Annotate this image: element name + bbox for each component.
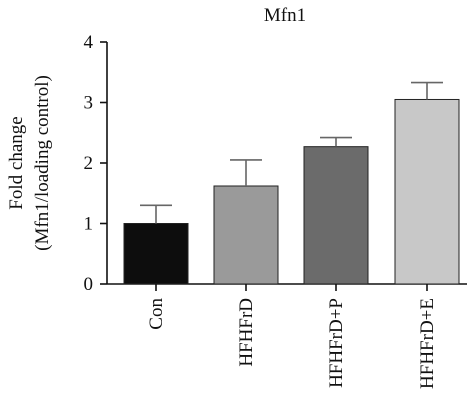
x-axis-labels: Con HFHFrD HFHFrD+P HFHFrD+E bbox=[146, 284, 438, 389]
y-axis-title: Fold change (Mfn1/loading control) bbox=[6, 75, 53, 251]
y-tick-label: 0 bbox=[84, 274, 94, 295]
y-tick-label: 4 bbox=[84, 32, 94, 53]
x-tick-label: HFHFrD+P bbox=[326, 298, 347, 388]
chart-title: Mfn1 bbox=[264, 5, 306, 26]
y-axis-ticks: 0 1 2 3 4 bbox=[84, 32, 107, 295]
y-tick-label: 3 bbox=[84, 93, 94, 114]
x-tick-label: Con bbox=[146, 298, 167, 330]
y-tick-label: 2 bbox=[84, 153, 94, 174]
bar-hfhfrd bbox=[213, 185, 279, 285]
bar-hfhfrd-e bbox=[394, 98, 460, 285]
bar-hfhfrd-p bbox=[303, 146, 369, 285]
x-tick-label: HFHFrD bbox=[236, 298, 257, 367]
y-axis-label-line-1: Fold change bbox=[6, 116, 27, 209]
y-axis-label-line-2: (Mfn1/loading control) bbox=[32, 75, 53, 251]
bars-group bbox=[123, 98, 460, 285]
error-bars-group bbox=[140, 81, 443, 224]
y-tick-label: 1 bbox=[84, 214, 94, 235]
x-tick-label: HFHFrD+E bbox=[417, 298, 438, 389]
bar-con bbox=[123, 223, 189, 285]
